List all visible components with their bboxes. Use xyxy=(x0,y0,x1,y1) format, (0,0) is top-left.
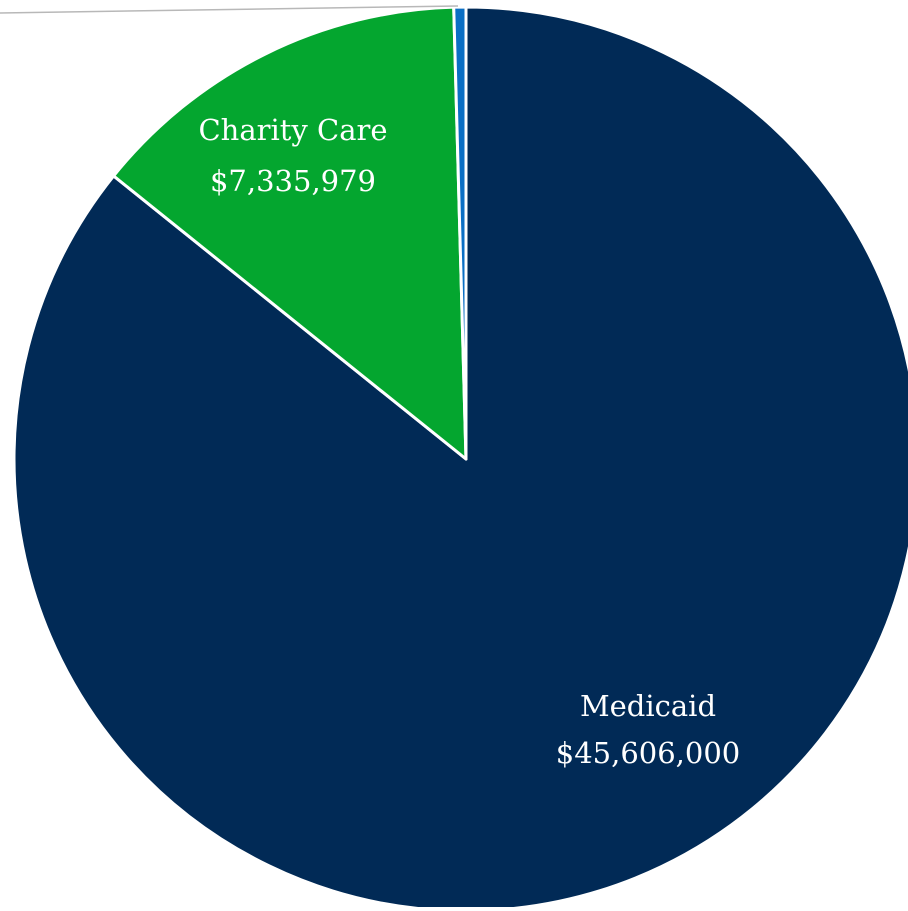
slice-value-medicaid: $45,606,000 xyxy=(556,736,741,770)
slice-label-medicaid: Medicaid xyxy=(580,689,716,723)
pie-slice-slice-3 xyxy=(452,5,468,461)
slice-label-charity-care: Charity Care xyxy=(198,113,387,147)
pie-slices xyxy=(12,5,908,911)
pie-slice-medicaid xyxy=(12,5,908,911)
leader-lines xyxy=(0,5,459,14)
pie-slice-charity-care xyxy=(112,5,468,461)
leader-line-small-slice xyxy=(0,5,459,14)
slice-value-charity-care: $7,335,979 xyxy=(210,164,376,198)
slice-labels: Medicaid $45,606,000 Charity Care $7,335,97… xyxy=(198,113,740,770)
